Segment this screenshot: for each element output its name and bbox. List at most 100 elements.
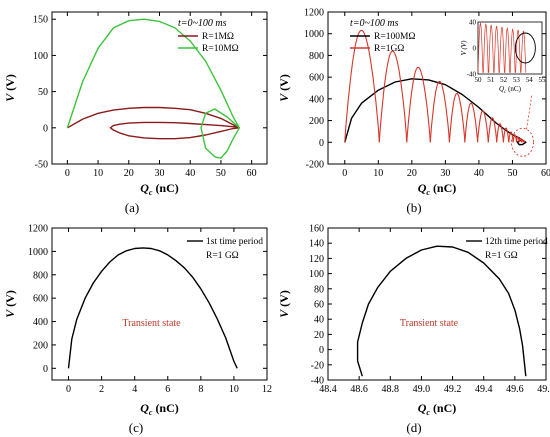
panel-a-caption: (a) — [125, 200, 139, 215]
panel-a-legend-title: t=0~100 ms — [178, 18, 227, 29]
inset-arch — [499, 26, 505, 73]
panel-c-caption: (c) — [129, 420, 143, 435]
x-tick-label: 4 — [132, 384, 137, 395]
panel-c-series — [67, 247, 238, 369]
y-tick-label: 0 — [319, 345, 324, 356]
x-tick-label: 2 — [99, 384, 104, 395]
panel-d-ticks: 48.4 48.6 48.8 49.0 49.2 49.4 49.6 49.8 -40 -20 0 2… — [309, 224, 550, 396]
x-tick-label: 0 — [65, 168, 70, 179]
series-1-arch — [448, 92, 466, 143]
y-tick-label: 400 — [309, 94, 324, 105]
y-tick-label: 140 — [309, 239, 324, 250]
series-1-arch — [487, 117, 498, 143]
inset-arch — [504, 27, 511, 73]
x-tick-label: 10 — [229, 384, 239, 395]
y-tick-label: 160 — [309, 224, 324, 235]
legend-note: R=1 GΩ — [485, 251, 518, 261]
x-tick-label: 0 — [66, 384, 71, 395]
panel-a: 0 10 20 30 40 50 60 -50 0 50 100 150 t=0~100 ms R=1… — [3, 11, 268, 215]
y-tick-label: 1000 — [304, 29, 324, 40]
inset-y-tick-label: 40 — [469, 19, 477, 27]
panel-a-frame — [51, 11, 268, 165]
x-tick-label: 49.8 — [537, 384, 550, 395]
series-1-line — [66, 18, 241, 159]
x-tick-label: 40 — [185, 168, 195, 179]
x-tick-label: 30 — [440, 168, 450, 179]
inset-x-label: Qc (nC) — [499, 85, 522, 95]
x-tick-label: 50 — [507, 168, 517, 179]
panel-b-frame — [327, 11, 547, 165]
y-tick-label: 100 — [33, 51, 48, 62]
x-tick-label: 12 — [262, 384, 272, 395]
inset-arch — [509, 28, 516, 73]
y-tick-label: 80 — [314, 284, 324, 295]
panel-d-legend: 12th time period R=1 GΩ — [466, 237, 548, 261]
x-tick-label: 30 — [155, 168, 165, 179]
y-tick-label: 200 — [33, 340, 48, 351]
panel-b-series — [344, 29, 527, 146]
legend-label: 12th time period — [485, 237, 548, 247]
panel-d-y-axis-label: V (V) — [277, 290, 291, 318]
panel-d-caption: (d) — [406, 420, 421, 435]
y-tick-label: 800 — [309, 51, 324, 62]
x-tick-label: 48.4 — [319, 384, 337, 395]
series-0-line — [67, 106, 241, 140]
series-1-arch — [520, 139, 524, 143]
x-tick-label: 40 — [474, 168, 484, 179]
panel-d: 48.4 48.6 48.8 49.0 49.2 49.4 49.6 49.8 -40 -20 0 2… — [277, 224, 550, 436]
y-tick-label: 800 — [33, 270, 48, 281]
panel-a-series — [66, 18, 241, 159]
y-tick-label: -20 — [311, 360, 324, 371]
x-tick-label: 0 — [342, 168, 347, 179]
x-tick-label: 50 — [216, 168, 226, 179]
series-1-arch — [512, 134, 518, 143]
y-tick-label: -40 — [311, 376, 324, 387]
series-1-arch — [429, 80, 450, 143]
series-1-arch — [496, 123, 504, 143]
y-tick-label: 20 — [314, 330, 324, 341]
y-tick-label: 200 — [309, 116, 324, 127]
panel-b-caption: (b) — [406, 200, 421, 215]
y-tick-label: -200 — [306, 160, 324, 171]
series-0-line — [356, 245, 527, 377]
panel-d-series — [356, 245, 527, 377]
panel-a-legend: R=1MΩ R=10MΩ — [178, 32, 239, 54]
inset-arch — [515, 29, 521, 73]
panel-c-legend: 1st time period R=1 GΩ — [187, 237, 263, 261]
panel-c-annotation: Transient state — [122, 318, 181, 329]
inset-x-tick-label: 54 — [526, 76, 534, 84]
panel-d-frame — [327, 227, 547, 381]
y-tick-label: 50 — [38, 87, 48, 98]
panel-a-y-axis-label: V (V) — [3, 74, 17, 102]
panel-c-frame — [51, 227, 268, 381]
x-tick-label: 20 — [407, 168, 417, 179]
inset-y-tick-label: 0 — [473, 45, 477, 53]
y-tick-label: 1000 — [28, 247, 48, 258]
x-tick-label: 20 — [124, 168, 134, 179]
y-tick-label: 0 — [43, 123, 48, 134]
inset-arch — [483, 23, 489, 73]
x-tick-label: 6 — [165, 384, 170, 395]
panel-c-y-axis-label: V (V) — [3, 290, 17, 318]
y-tick-label: 1200 — [304, 8, 324, 19]
y-tick-label: 0 — [319, 138, 324, 149]
panel-d-x-axis-label: Qc (nC) — [418, 401, 457, 417]
inset-x-tick-label: 55 — [539, 76, 547, 84]
panel-b-legend: R=100MΩ R=1GΩ — [350, 32, 415, 54]
x-tick-label: 48.8 — [382, 384, 400, 395]
legend-note: R=1 GΩ — [206, 251, 239, 261]
inset-loop — [514, 32, 536, 64]
x-tick-label: 60 — [541, 168, 550, 179]
inset-arch — [488, 24, 494, 73]
inset-x-tick-label: 53 — [513, 76, 521, 84]
inset-arch — [493, 25, 500, 73]
y-tick-label: 600 — [33, 294, 48, 305]
y-tick-label: -50 — [35, 160, 48, 171]
y-tick-label: 600 — [309, 73, 324, 84]
panel-b-inset: 50 51 52 53 54 55 -40 0 40 V (V) Qc (nC) — [460, 19, 546, 157]
panel-a-x-axis-label: Qc (nC) — [140, 181, 179, 197]
y-tick-label: 150 — [33, 15, 48, 26]
x-tick-label: 49.4 — [475, 384, 493, 395]
